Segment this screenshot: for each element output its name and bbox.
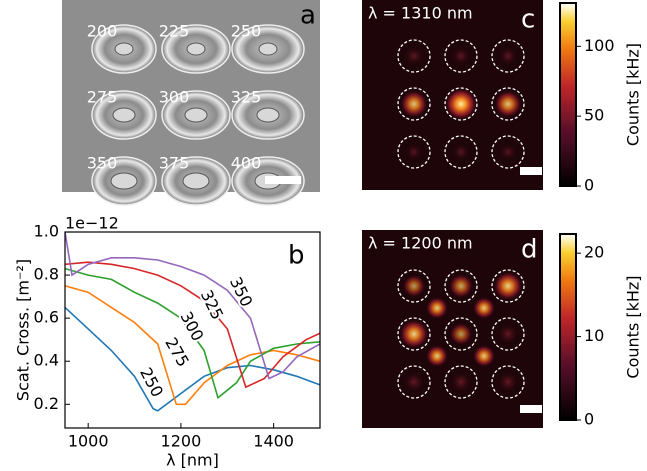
spot	[473, 297, 495, 319]
spot	[452, 143, 470, 161]
size-label: 400	[231, 154, 262, 173]
pillar	[259, 43, 277, 55]
pillar	[113, 108, 135, 122]
size-label: 325	[231, 88, 262, 107]
series-label: 275	[161, 334, 193, 370]
series-label: 350	[226, 274, 256, 310]
spectrum-line	[65, 232, 320, 379]
spot	[405, 143, 423, 161]
colorbar	[560, 3, 576, 186]
spot	[426, 345, 448, 367]
y-tick-label: 0.6	[34, 308, 59, 327]
spot	[498, 372, 519, 393]
x-axis-label: λ [nm]	[166, 451, 219, 470]
pillar	[111, 173, 137, 189]
y-tick-label: 1.0	[34, 222, 59, 241]
colorbar-tick-label: 0	[584, 176, 594, 195]
scale-bar	[520, 167, 542, 175]
colorbar-tick-label: 0	[584, 410, 594, 429]
offset-text: 1e−12	[65, 214, 119, 233]
y-axis-label: Scat. Cross. [m⁻²]	[14, 259, 33, 401]
colorbar	[560, 234, 576, 420]
pillar	[183, 173, 209, 189]
spot	[449, 274, 473, 298]
panel-letter: b	[288, 241, 305, 271]
scale-bar	[520, 405, 542, 413]
colorbar-label: Counts [kHz]	[624, 43, 643, 146]
map-title: λ = 1200 nm	[368, 234, 473, 253]
panel-letter: a	[300, 1, 316, 31]
size-label: 300	[159, 88, 190, 107]
series-label: 325	[197, 287, 227, 323]
colorbar-label: Counts [kHz]	[624, 275, 643, 378]
x-tick-label: 1000	[68, 432, 109, 451]
y-tick-label: 0.4	[34, 351, 59, 370]
map-title: λ = 1310 nm	[368, 4, 473, 23]
spot	[404, 372, 425, 393]
spot	[494, 272, 523, 301]
colorbar-tick-label: 50	[584, 106, 604, 125]
spot	[403, 275, 425, 297]
colorbar-tick-label: 20	[584, 243, 604, 262]
pillar	[185, 108, 207, 122]
x-tick-label: 1200	[161, 432, 202, 451]
spot	[400, 320, 429, 349]
panel-letter: c	[521, 5, 535, 35]
y-tick-label: 0.8	[34, 265, 59, 284]
size-label: 250	[231, 22, 262, 41]
size-label: 375	[159, 154, 190, 173]
spot	[400, 90, 427, 117]
spot	[499, 143, 517, 161]
colorbar-tick-label: 10	[584, 326, 604, 345]
spot	[494, 90, 521, 117]
y-tick-label: 0.2	[34, 394, 59, 413]
spot	[473, 345, 495, 367]
size-label: 200	[87, 22, 118, 41]
spot	[498, 46, 517, 65]
spot	[451, 372, 472, 393]
spot	[498, 324, 519, 345]
size-label: 350	[87, 154, 118, 173]
pillar	[187, 43, 205, 55]
panel-letter: d	[521, 235, 538, 265]
size-label: 225	[159, 22, 190, 41]
spot	[451, 46, 470, 65]
pillar	[115, 43, 133, 55]
spot	[404, 46, 423, 65]
size-label: 275	[87, 88, 118, 107]
pillar	[257, 108, 279, 122]
spectrum-line	[65, 286, 320, 405]
scale-bar	[265, 176, 301, 184]
spot	[426, 297, 448, 319]
series-label: 250	[136, 364, 167, 400]
figure: 200225250275300325350375400a100012001400…	[0, 0, 647, 471]
colorbar-tick-label: 100	[584, 36, 615, 55]
spot	[450, 323, 472, 345]
x-tick-label: 1400	[253, 432, 294, 451]
